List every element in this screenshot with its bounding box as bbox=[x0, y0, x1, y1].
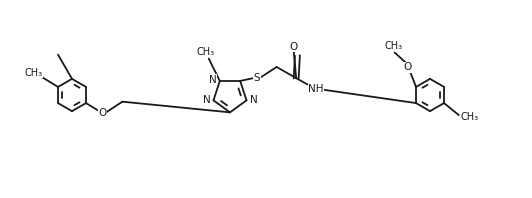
Text: O: O bbox=[98, 108, 107, 118]
Text: CH₃: CH₃ bbox=[24, 68, 43, 78]
Text: O: O bbox=[289, 42, 297, 51]
Text: N: N bbox=[250, 95, 257, 105]
Text: N: N bbox=[209, 75, 217, 85]
Text: CH₃: CH₃ bbox=[461, 112, 479, 122]
Text: NH: NH bbox=[308, 84, 323, 94]
Text: O: O bbox=[403, 62, 412, 72]
Text: CH₃: CH₃ bbox=[197, 47, 215, 57]
Text: CH₃: CH₃ bbox=[385, 41, 403, 50]
Text: N: N bbox=[203, 95, 211, 105]
Text: S: S bbox=[254, 73, 260, 83]
